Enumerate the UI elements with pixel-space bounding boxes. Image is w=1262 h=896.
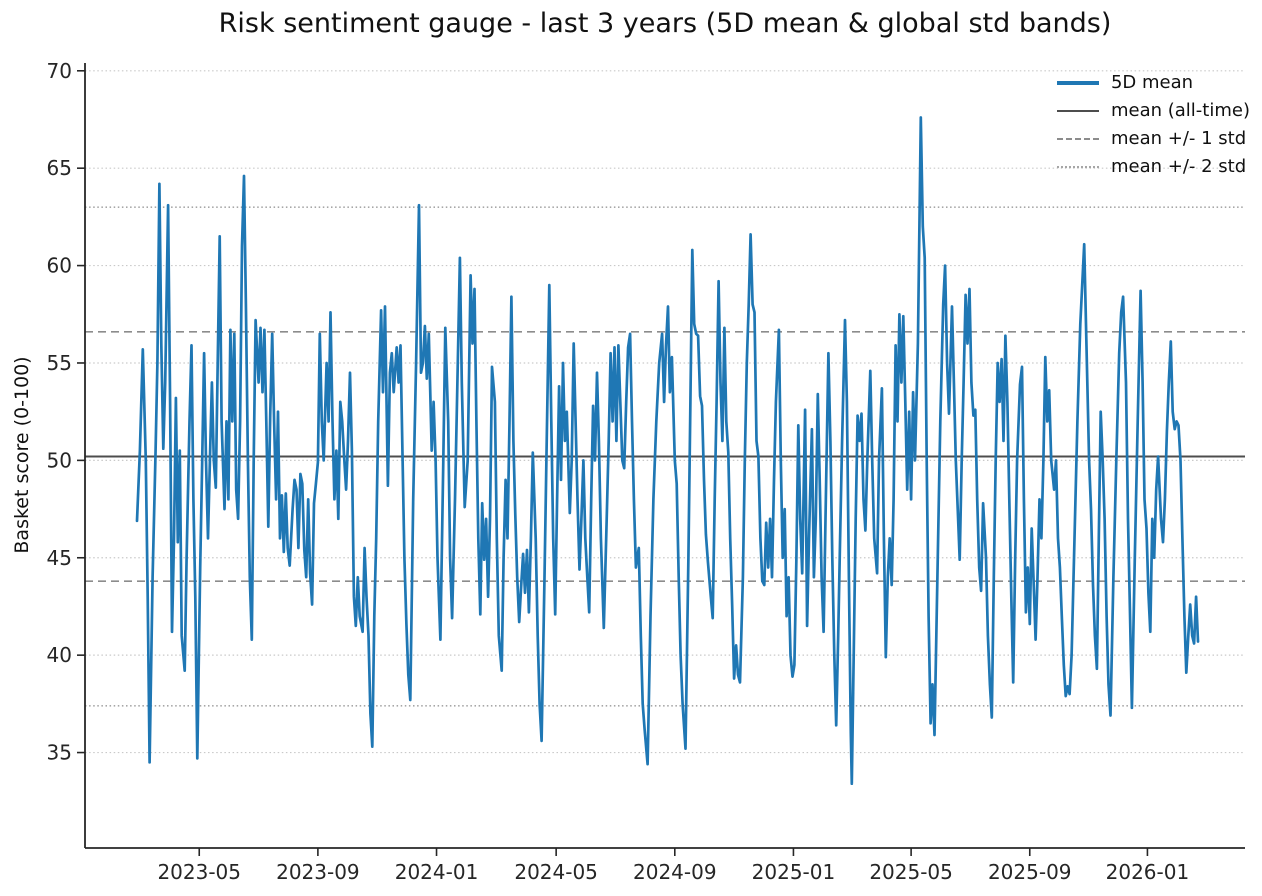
y-tick-label: 40 (47, 643, 72, 667)
legend-label: mean (all-time) (1110, 100, 1250, 121)
y-tick-label: 65 (47, 156, 72, 180)
x-tick-label: 2024-05 (514, 860, 598, 884)
x-tick-label: 2025-05 (869, 860, 953, 884)
legend-label: mean +/- 2 std (1110, 156, 1247, 177)
std1-line-sample-icon (1056, 137, 1099, 140)
legend-item-mean-1std: mean +/- 1 std (1056, 128, 1250, 149)
legend-label: mean +/- 1 std (1110, 128, 1247, 149)
y-tick-label: 60 (47, 254, 72, 278)
std2-line-sample-icon (1056, 165, 1099, 168)
y-tick-label: 70 (47, 59, 72, 83)
legend-label: 5D mean (1110, 72, 1194, 93)
legend: 5D mean mean (all-time) mean +/- 1 std m… (1056, 72, 1250, 177)
y-tick-label: 50 (47, 448, 72, 472)
x-tick-label: 2026-01 (1106, 860, 1190, 884)
y-tick-label: 35 (47, 741, 72, 765)
legend-item-5d-mean: 5D mean (1056, 72, 1250, 93)
series-line-sample-icon (1056, 80, 1099, 85)
series-line-5d-mean (135, 116, 1200, 786)
chart-title: Risk sentiment gauge - last 3 years (5D … (218, 8, 1112, 39)
x-tick-label: 2024-01 (395, 860, 479, 884)
x-tick-label: 2023-05 (157, 860, 241, 884)
x-tick-label: 2025-01 (752, 860, 836, 884)
y-tick-label: 55 (47, 351, 72, 375)
legend-item-mean-all-time: mean (all-time) (1056, 100, 1250, 121)
x-tick-label: 2023-09 (276, 860, 360, 884)
mean-line-sample-icon (1056, 109, 1099, 112)
y-tick-label: 45 (47, 546, 72, 570)
x-tick-label: 2024-09 (633, 860, 717, 884)
x-tick-label: 2025-09 (988, 860, 1072, 884)
legend-item-mean-2std: mean +/- 2 std (1056, 156, 1250, 177)
